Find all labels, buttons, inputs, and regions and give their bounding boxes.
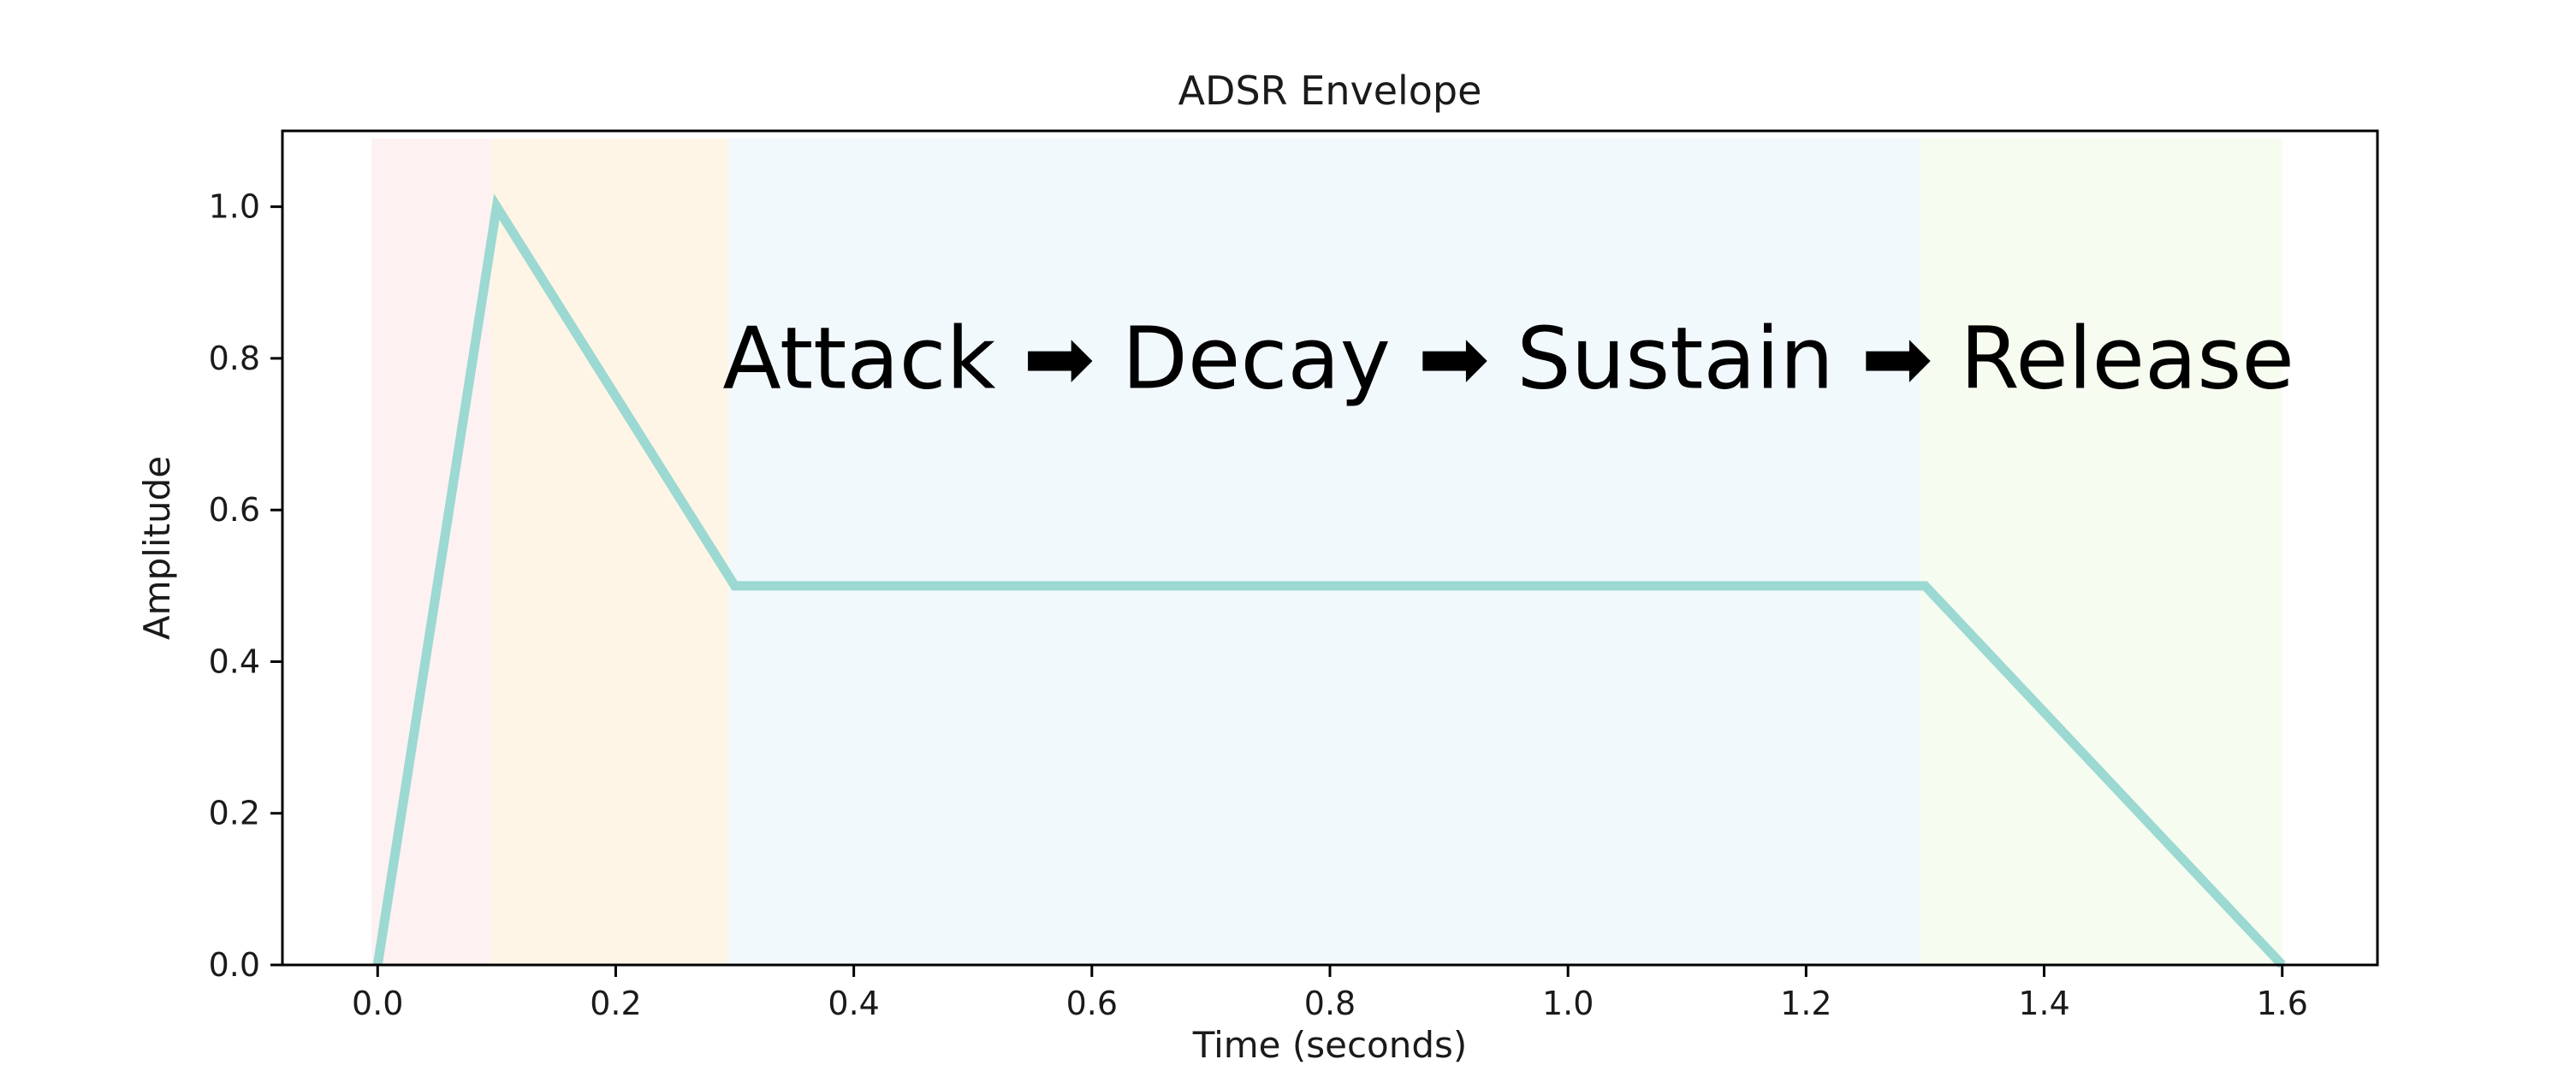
x-tick-label: 0.8: [1304, 985, 1356, 1022]
x-tick-label: 0.4: [828, 985, 879, 1022]
y-axis-ticks: 0.0 0.2 0.4 0.6 0.8 1.0: [209, 188, 282, 984]
chart-title: ADSR Envelope: [1178, 68, 1482, 114]
y-tick-label: 0.4: [209, 642, 260, 680]
x-tick-label: 0.2: [590, 985, 641, 1022]
phase-region-1: [490, 138, 729, 965]
phase-region-0: [371, 138, 491, 965]
y-tick-label: 0.0: [209, 946, 260, 984]
y-tick-label: 0.8: [209, 340, 260, 377]
phase-annotation: Attack ➡ Decay ➡ Sustain ➡ Release: [722, 308, 2294, 408]
y-axis-label: Amplitude: [136, 456, 178, 640]
phase-region-2: [728, 138, 1920, 965]
y-tick-label: 0.2: [209, 795, 260, 832]
y-tick-label: 0.6: [209, 491, 260, 529]
x-tick-label: 1.6: [2257, 985, 2308, 1022]
x-axis-label: Time (seconds): [1192, 1024, 1468, 1066]
x-tick-label: 1.0: [1542, 985, 1594, 1022]
phase-region-3: [1919, 138, 2282, 965]
y-tick-label: 1.0: [209, 188, 260, 226]
x-tick-label: 0.0: [352, 985, 403, 1022]
phase-regions: [371, 138, 2282, 965]
series-layer: [372, 193, 2286, 968]
x-axis-ticks: 0.0 0.2 0.4 0.6 0.8 1.0 1.2 1.4 1.6: [352, 965, 2308, 1022]
x-tick-label: 1.4: [2018, 985, 2069, 1022]
series-line-0: [372, 193, 2286, 968]
x-tick-label: 0.6: [1066, 985, 1118, 1022]
x-tick-label: 1.2: [1780, 985, 1831, 1022]
